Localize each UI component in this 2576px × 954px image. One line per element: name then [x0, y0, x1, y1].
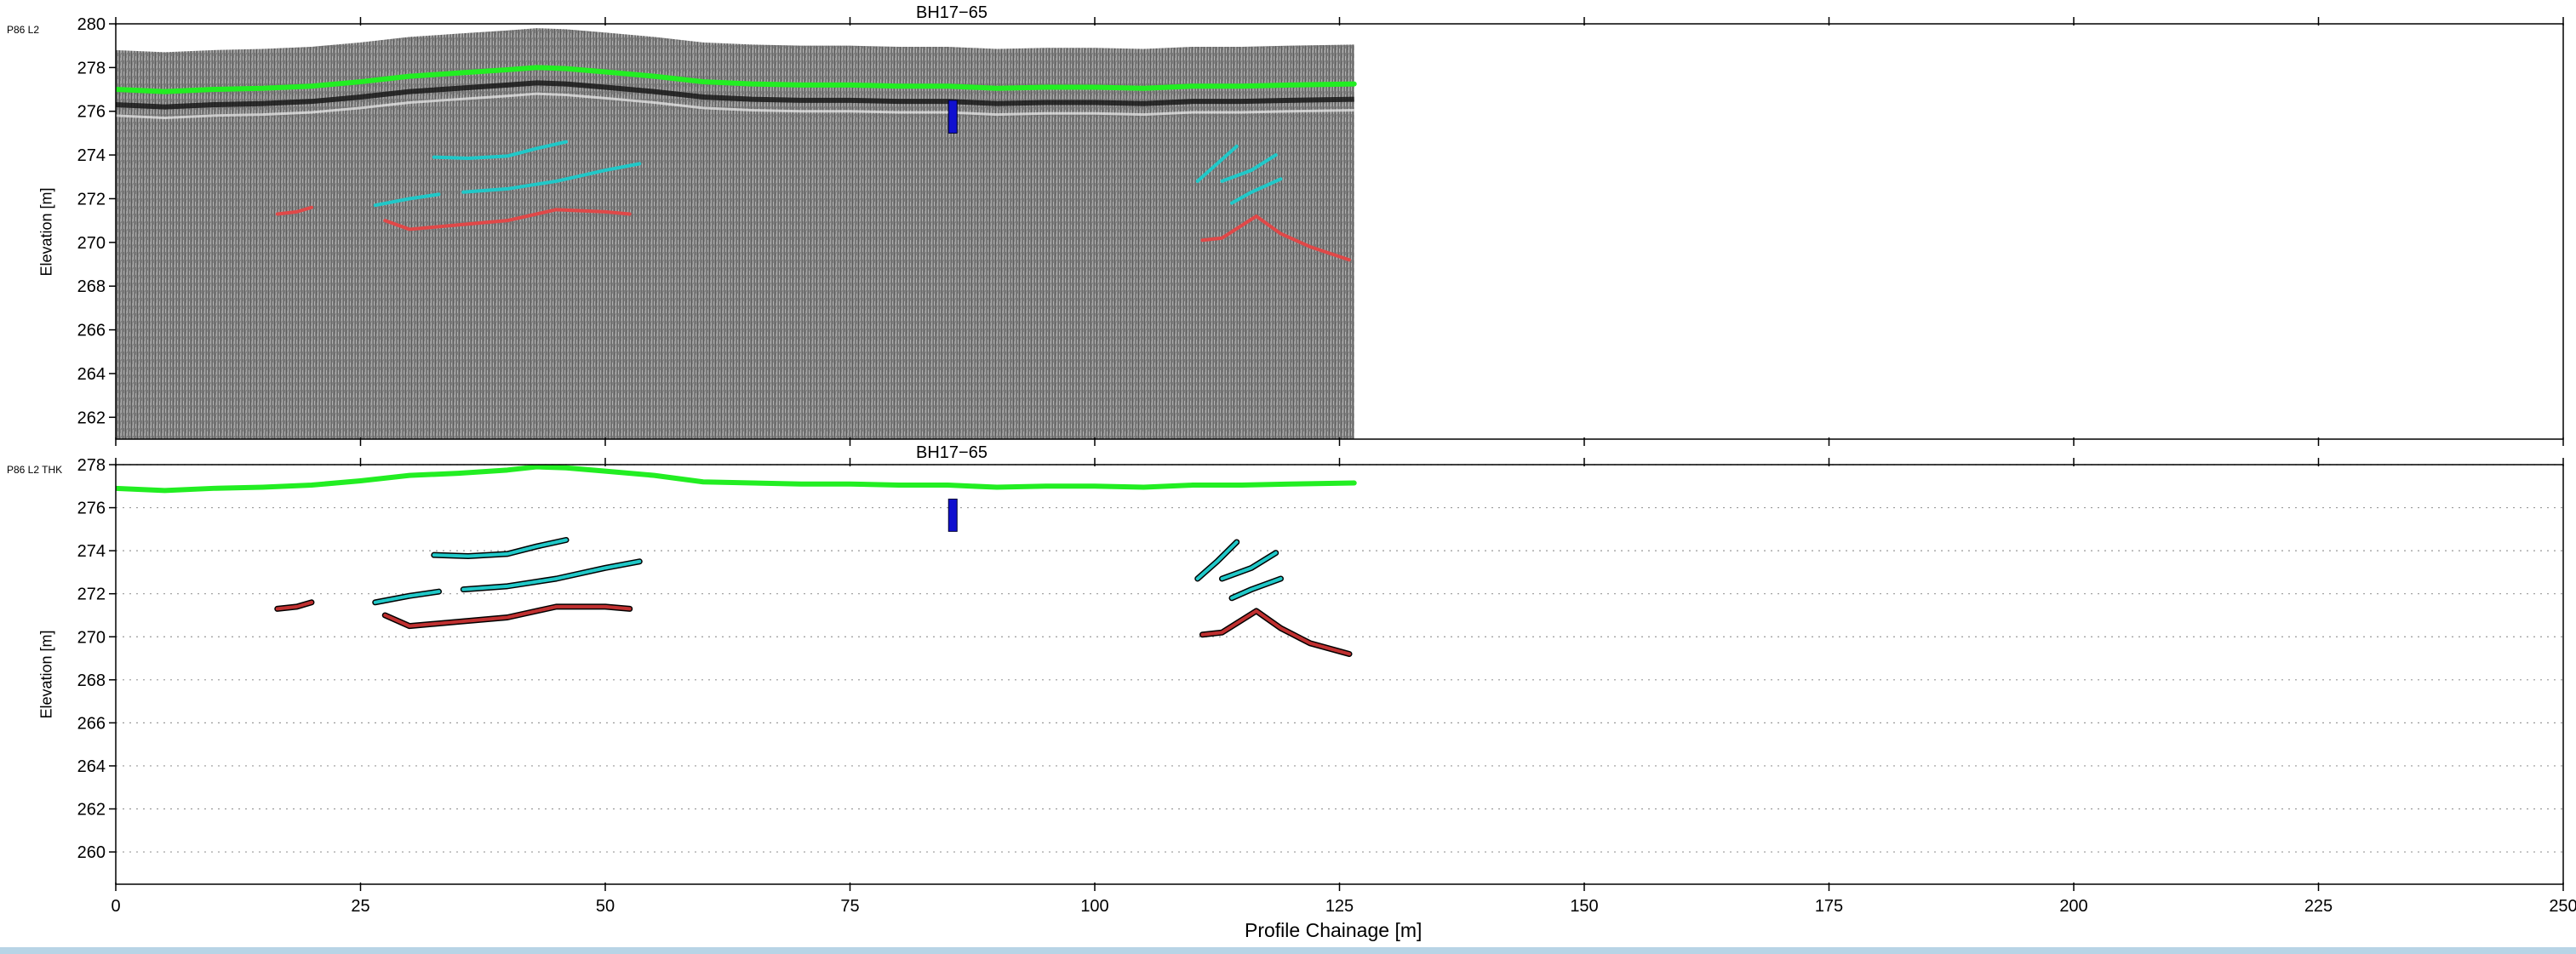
x-tick-label: 0	[111, 897, 120, 916]
horizon-line-9	[1200, 608, 1351, 656]
horizon-line-7	[1220, 153, 1278, 183]
x-tick-label: 125	[1325, 897, 1354, 916]
x-tick-label: 25	[351, 897, 369, 916]
horizon-line-2	[461, 162, 642, 194]
horizon-line-7	[1220, 551, 1278, 580]
horizon-line-2	[461, 559, 642, 591]
bottom-plot-frame	[115, 464, 2564, 885]
y-tick-label: 276	[77, 500, 106, 518]
bottom-panel-label: P86 L2 THK	[7, 464, 63, 476]
ground-surface-line	[116, 65, 1357, 94]
y-tick-label: 260	[77, 843, 106, 862]
x-tick-label: 200	[2059, 897, 2087, 916]
y-tick-label: 266	[77, 714, 106, 733]
x-tick-label: 50	[596, 897, 615, 916]
y-tick-label: 270	[77, 234, 106, 253]
y-tick-label: 266	[77, 322, 106, 340]
horizon-line-5	[383, 604, 632, 628]
y-tick-label: 262	[77, 801, 106, 820]
top-y-axis-label: Elevation [m]	[37, 187, 55, 277]
horizon-line-1	[432, 140, 568, 160]
top-panel-label: P86 L2	[7, 24, 40, 36]
y-tick-label: 262	[77, 408, 106, 427]
bottom-grid	[116, 464, 2563, 853]
borehole-marker	[947, 100, 958, 134]
horizon-line-6	[1195, 144, 1239, 183]
y-tick-label: 270	[77, 628, 106, 647]
horizon-line-8	[1230, 576, 1283, 600]
x-tick-label: 100	[1080, 897, 1108, 916]
x-axis-label: Profile Chainage [m]	[1245, 919, 1423, 941]
y-tick-label: 274	[77, 146, 106, 165]
y-tick-label: 264	[77, 757, 106, 776]
y-tick-label: 268	[77, 277, 106, 296]
horizon-line-6	[1195, 540, 1239, 580]
y-tick-label: 278	[77, 59, 106, 77]
panel-radargram: 262 264 266 268 270 272 274 276 278 280	[77, 15, 2564, 446]
horizon-line-8	[1230, 177, 1283, 205]
horizon-line-3	[373, 192, 441, 208]
panel-interpretation: 260 262 264 266 268 270 272 274 276 278 0 25 50 75 100…	[77, 456, 2576, 916]
y-tick-label: 278	[77, 456, 106, 475]
horizon-line-4	[275, 600, 313, 611]
horizon-line-5	[383, 208, 632, 231]
horizon-line-9	[1200, 214, 1351, 262]
radargram-surface-band-light	[116, 92, 1354, 119]
ground-surface-line	[116, 465, 1357, 494]
bottom-y-axis-label: Elevation [m]	[37, 630, 55, 719]
y-tick-label: 280	[77, 15, 106, 34]
horizon-line-3	[373, 590, 441, 604]
y-tick-label: 272	[77, 586, 106, 604]
top-series-group	[116, 65, 1357, 262]
horizon-line-1	[432, 538, 568, 558]
y-tick-label: 276	[77, 103, 106, 122]
window-bottom-strip	[0, 947, 2576, 954]
top-panel-title: BH17−65	[916, 3, 987, 22]
y-tick-label: 268	[77, 671, 106, 690]
horizon-line-4	[275, 205, 313, 216]
radargram-surface-band	[116, 80, 1354, 110]
radargram-fill	[116, 28, 1354, 439]
y-tick-label: 264	[77, 365, 106, 384]
x-tick-label: 225	[2304, 897, 2333, 916]
top-ticks: 262 264 266 268 270 272 274 276 278 280	[77, 15, 2564, 446]
x-tick-label: 175	[1815, 897, 1843, 916]
radargram-image	[116, 28, 1354, 439]
bottom-panel-title: BH17−65	[916, 443, 987, 462]
x-tick-label: 250	[2549, 897, 2576, 916]
x-tick-label: 150	[1570, 897, 1598, 916]
y-tick-label: 272	[77, 190, 106, 209]
bottom-ticks: 260 262 264 266 268 270 272 274 276 278 0 25 50 75 100…	[77, 456, 2576, 916]
x-tick-label: 75	[840, 897, 859, 916]
y-tick-label: 274	[77, 542, 106, 561]
borehole-marker	[947, 498, 958, 532]
bottom-series-group	[116, 465, 1357, 657]
